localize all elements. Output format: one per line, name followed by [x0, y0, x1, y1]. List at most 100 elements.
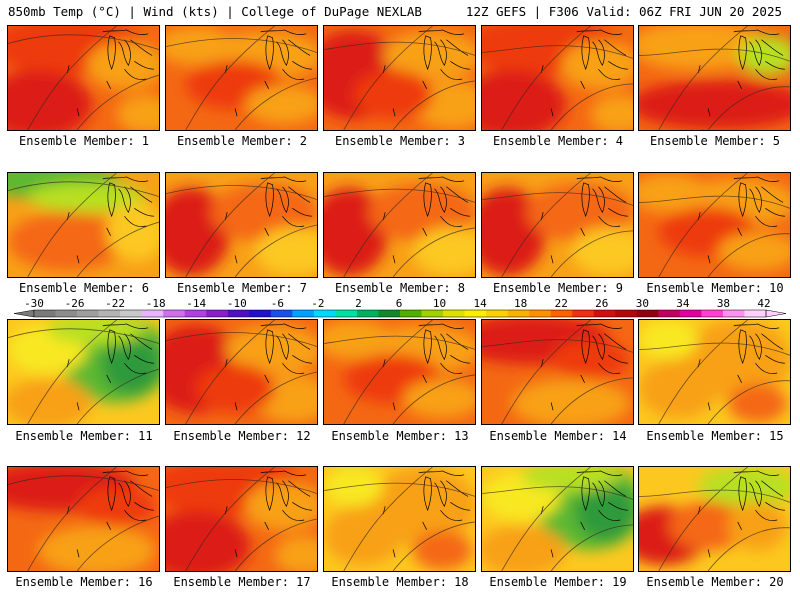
colorbar-swatch — [206, 310, 229, 317]
colorbar-min-arrow — [13, 309, 35, 318]
colorbar-tick-label: -26 — [64, 297, 85, 310]
colorbar-tick-label: 2 — [355, 297, 362, 310]
model-run-info: 12Z GEFS | F306 Valid: 06Z FRI JUN 20 20… — [465, 4, 782, 19]
colorbar-tick-label: 42 — [757, 297, 771, 310]
temperature-blob — [254, 226, 317, 277]
height-contour — [166, 320, 317, 424]
ensemble-map-panel — [638, 172, 791, 278]
temperature-field-map — [482, 173, 633, 277]
colorbar-tick-label: 38 — [716, 297, 731, 310]
temperature-blob — [551, 339, 631, 379]
colorbar-swatch — [658, 310, 681, 317]
coastline-outline — [382, 323, 471, 411]
temperature-blob — [225, 324, 317, 374]
temperature-field-map — [639, 320, 790, 424]
colorbar-swatch — [55, 310, 78, 317]
temperature-blob — [521, 467, 621, 492]
temperature-field-map — [482, 467, 633, 571]
temperature-blob — [324, 320, 394, 360]
colorbar-tick-label: 30 — [635, 297, 649, 310]
temperature-blob — [668, 501, 748, 551]
height-contour — [324, 320, 475, 424]
colorbar-swatch — [572, 310, 595, 317]
temperature-blob — [166, 26, 236, 66]
coastline-outline — [66, 323, 155, 411]
colorbar-max-arrow — [765, 309, 787, 318]
ensemble-map-panel — [323, 172, 476, 278]
temperature-blob — [244, 84, 317, 125]
colorbar-swatch — [615, 310, 638, 317]
temperature-field-map — [166, 467, 317, 571]
panel-caption: Ensemble Member: 16 — [15, 575, 153, 589]
temperature-blob — [698, 467, 790, 507]
temperature-blob — [727, 383, 788, 424]
temperature-blob — [482, 70, 566, 130]
height-contour — [324, 173, 475, 277]
temperature-field-map — [639, 173, 790, 277]
colorbar-tick-label: 34 — [676, 297, 690, 310]
colorbar-swatch — [120, 310, 142, 317]
colorbar-tick-label: -22 — [105, 297, 126, 310]
ensemble-map-panel — [638, 319, 791, 425]
height-contour — [8, 467, 159, 571]
height-contour — [324, 467, 475, 571]
coastline-outline — [382, 470, 471, 558]
temperature-field-map — [324, 320, 475, 424]
height-contour — [8, 26, 159, 130]
chart-title: 850mb Temp (°C) | Wind (kts) | College o… — [8, 4, 422, 19]
colorbar-swatch — [141, 310, 164, 317]
colorbar-swatch — [335, 310, 358, 317]
height-contour — [639, 320, 790, 424]
temperature-blob — [195, 364, 275, 414]
panel-caption: Ensemble Member: 12 — [173, 429, 311, 443]
ensemble-map-panel — [7, 172, 160, 278]
panel-caption: Ensemble Member: 17 — [173, 575, 311, 589]
colorbar-swatch — [356, 310, 379, 317]
panel-caption: Ensemble Member: 13 — [331, 429, 469, 443]
coastline-outline — [540, 470, 629, 558]
temperature-field-map — [8, 173, 159, 277]
temperature-blob — [383, 30, 475, 80]
temperature-field-map — [639, 467, 790, 571]
colorbar-tick-label: -30 — [24, 297, 44, 310]
temperature-field-map — [482, 320, 633, 424]
panel-caption: Ensemble Member: 20 — [646, 575, 784, 589]
temperature-blob — [482, 525, 566, 571]
panel-caption: Ensemble Member: 15 — [646, 429, 784, 443]
temperature-blob — [590, 94, 633, 130]
temperature-blob — [106, 202, 159, 262]
temperature-blob — [570, 226, 633, 277]
colorbar-swatch — [636, 310, 659, 317]
coastline-outline — [66, 29, 155, 117]
height-contour — [8, 320, 159, 424]
coastline-outline — [224, 323, 313, 411]
height-contour — [639, 173, 790, 277]
temperature-blob — [639, 359, 718, 419]
ensemble-map-panel — [323, 25, 476, 131]
height-contour — [166, 173, 317, 277]
temperature-blob — [402, 378, 475, 419]
panel-caption: Ensemble Member: 2 — [176, 134, 308, 148]
colorbar-swatch — [98, 310, 121, 317]
colorbar-swatch — [529, 310, 552, 317]
colorbar-tick-label: 18 — [514, 297, 528, 310]
ensemble-map-panel — [7, 466, 160, 572]
height-contour — [166, 26, 317, 130]
ensemble-map-panel — [165, 25, 318, 131]
ensemble-map-panel — [481, 172, 634, 278]
temperature-blob — [575, 481, 633, 541]
temperature-field-map — [482, 26, 633, 130]
temperature-field-map — [324, 467, 475, 571]
colorbar-swatch — [77, 310, 99, 317]
temperature-blob — [412, 226, 475, 277]
panel-caption: Ensemble Member: 7 — [176, 281, 308, 295]
panel-caption: Ensemble Member: 18 — [331, 575, 469, 589]
ensemble-map-panel — [7, 25, 160, 131]
colorbar-swatch — [313, 310, 336, 317]
ensemble-map-panel — [323, 466, 476, 572]
colorbar-swatch — [744, 310, 767, 317]
colorbar-tick-label: -6 — [270, 297, 284, 310]
colorbar-swatch — [443, 310, 465, 317]
temperature-field-map — [324, 173, 475, 277]
colorbar-swatch — [722, 310, 745, 317]
